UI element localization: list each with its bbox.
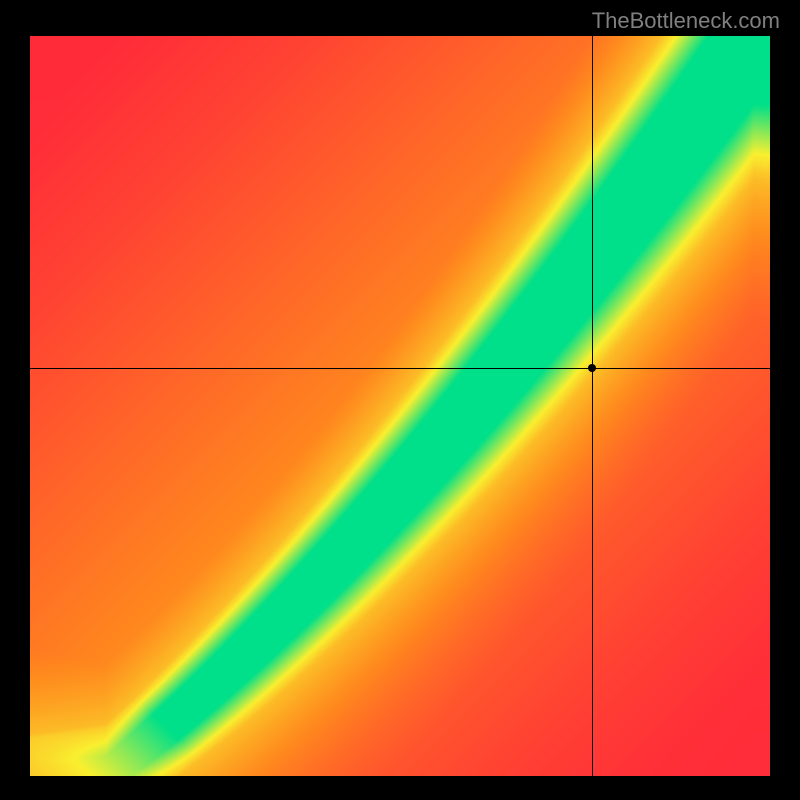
- heatmap-plot: [30, 36, 770, 776]
- crosshair-marker: [588, 364, 596, 372]
- heatmap-canvas: [30, 36, 770, 776]
- crosshair-horizontal: [30, 368, 770, 369]
- watermark-text: TheBottleneck.com: [592, 8, 780, 34]
- crosshair-vertical: [592, 36, 593, 776]
